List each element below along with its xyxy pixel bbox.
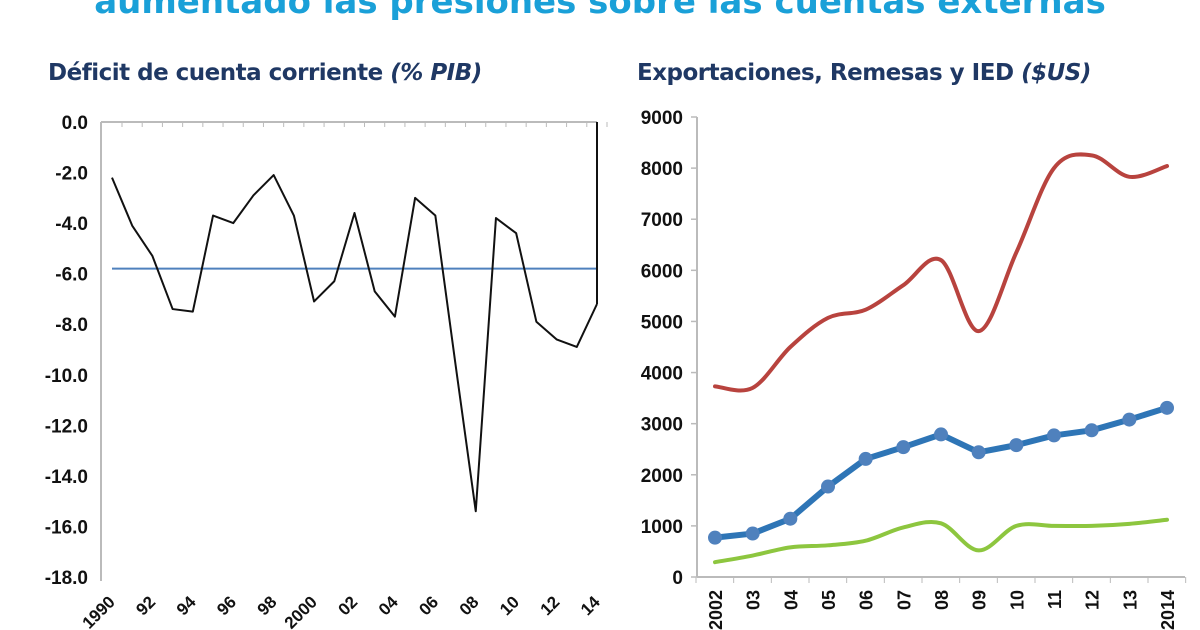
right-y-tick-label: 2000	[641, 466, 683, 487]
left-y-tick-label: -18.0	[45, 568, 88, 589]
right-y-tick-label: 1000	[641, 517, 683, 538]
series-marker	[1047, 428, 1061, 443]
right-x-tick-label: 2014	[1158, 590, 1178, 630]
right-x-tick-label: 09	[970, 590, 990, 610]
left-y-tick-label: -4.0	[55, 214, 88, 235]
series-marker	[858, 451, 873, 466]
right-x-tick-label: 2002	[706, 590, 726, 630]
series-marker	[1122, 412, 1137, 427]
right-x-tick-label: 04	[781, 590, 801, 610]
series-marker	[708, 530, 722, 545]
series-marker	[971, 445, 986, 460]
left-x-tick-label: 08	[456, 592, 483, 619]
series-marker	[783, 511, 798, 526]
right-y-tick-label: 4000	[641, 364, 683, 385]
right-x-tick-label: 06	[857, 590, 877, 610]
right-chart-title: Exportaciones, Remesas y IED ($US)	[637, 60, 1091, 86]
left-x-tick-label: 04	[375, 592, 402, 619]
slide-headline: aumentado las presiones sobre las cuenta…	[94, 0, 1106, 22]
series-marker	[821, 479, 835, 494]
right-x-tick-label: 11	[1045, 590, 1065, 609]
left-y-tick-label: -6.0	[55, 265, 88, 286]
left-x-tick-label: 14	[577, 592, 604, 619]
left-y-tick-label: -14.0	[45, 467, 88, 488]
series-marker	[1009, 438, 1024, 453]
left-y-tick-label: -8.0	[55, 315, 88, 336]
series-marker	[896, 440, 911, 455]
left-x-tick-label: 06	[415, 592, 442, 619]
right-x-tick-label: 05	[819, 590, 839, 610]
left-x-tick-label: 96	[213, 592, 240, 619]
right-y-tick-label: 7000	[641, 210, 683, 231]
right-y-tick-label: 6000	[641, 261, 683, 282]
right-y-tick-label: 8000	[641, 159, 683, 180]
right-y-tick-label: 5000	[641, 312, 683, 333]
series-marker	[745, 526, 760, 541]
left-chart-title: Déficit de cuenta corriente (% PIB)	[48, 60, 482, 86]
series-line-1	[712, 404, 1170, 541]
series-line-2	[713, 517, 1169, 565]
series-marker	[1160, 400, 1174, 415]
left-y-tick-label: -10.0	[45, 366, 88, 387]
left-chart-title-unit: (% PIB)	[390, 60, 482, 86]
left-x-tick-label: 2000	[281, 592, 321, 630]
left-y-tick-label: -12.0	[45, 416, 88, 437]
left-x-tick-label: 10	[496, 592, 523, 619]
left-x-tick-label: 98	[254, 592, 281, 619]
right-y-tick-label: 9000	[641, 108, 683, 129]
left-x-tick-label: 12	[537, 592, 564, 619]
right-x-tick-label: 12	[1083, 590, 1103, 610]
left-x-tick-label: 92	[132, 592, 159, 619]
right-chart-title-unit: ($US)	[1021, 60, 1091, 86]
left-y-tick-label: 0.0	[62, 113, 88, 134]
left-x-tick-label: 02	[335, 592, 362, 619]
series-marker	[1084, 423, 1099, 438]
left-x-tick-label: 1990	[79, 592, 119, 630]
right-chart-title-text: Exportaciones, Remesas y IED	[637, 60, 1014, 86]
left-chart-title-text: Déficit de cuenta corriente	[48, 60, 383, 86]
series-marker	[934, 427, 948, 442]
right-x-tick-label: 08	[932, 590, 952, 610]
deficit-series-line	[111, 174, 598, 513]
right-x-tick-label: 10	[1007, 590, 1027, 610]
right-x-tick-label: 03	[744, 590, 764, 610]
right-y-tick-label: 3000	[641, 415, 683, 436]
left-x-tick-label: 94	[173, 592, 200, 619]
right-x-tick-label: 07	[894, 590, 914, 610]
right-y-tick-label: 0	[672, 568, 683, 589]
series-line-0	[713, 152, 1169, 393]
left-y-tick-label: -2.0	[55, 164, 88, 185]
right-x-tick-label: 13	[1120, 590, 1140, 610]
left-y-tick-label: -16.0	[45, 517, 88, 538]
